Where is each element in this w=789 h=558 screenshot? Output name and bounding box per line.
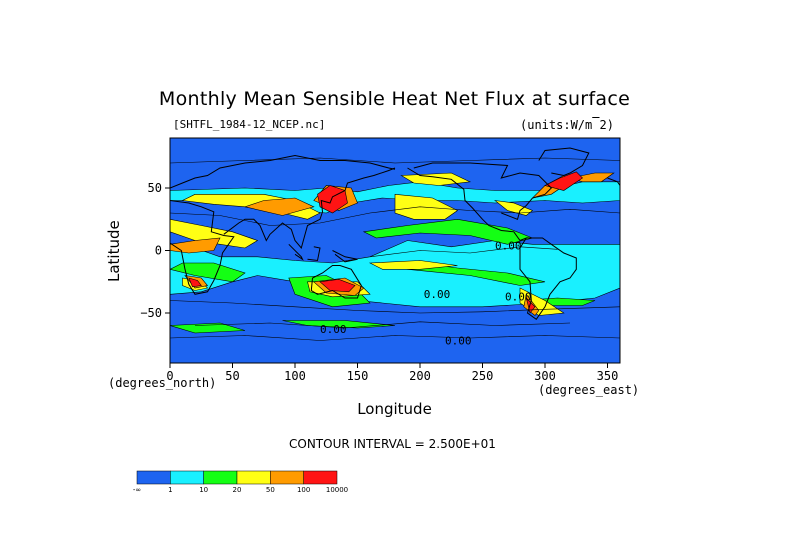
colorbar-swatch (236, 470, 271, 485)
contour-line (194, 321, 571, 329)
contour-line (170, 335, 620, 341)
contour-value-label: 0.00 (445, 334, 472, 347)
coastline (607, 177, 620, 186)
colorbar-bin-label: 50 (266, 486, 275, 494)
flux-region-level-3 (394, 193, 459, 220)
colorbar-bin-label: 10000 (326, 486, 348, 494)
colorbar-swatch (303, 470, 338, 485)
contour-value-label: 0.00 (495, 239, 522, 252)
contour-line (170, 300, 620, 314)
colorbar-bin-label: 10 (199, 486, 208, 494)
contour-interval-label: CONTOUR INTERVAL = 2.500E+01 (289, 437, 496, 451)
flux-region-level-5 (188, 277, 202, 288)
coastline (170, 154, 396, 189)
contour-value-label: 0.00 (424, 288, 451, 301)
colorbar-bin-label: -∞ (133, 486, 141, 494)
coastlines (170, 147, 620, 321)
coastline (332, 250, 358, 263)
colorbar-bin-label: 1 (168, 486, 172, 494)
flux-region-level-3 (400, 172, 472, 186)
x-tick-label: 0 (166, 369, 173, 383)
x-tick-label: 50 (225, 369, 239, 383)
colorbar-bin-label: 100 (297, 486, 310, 494)
flux-region-level-5 (544, 171, 583, 191)
coastline (310, 265, 362, 299)
flux-region-level-5 (319, 278, 356, 293)
y-tick-label: 0 (155, 244, 162, 258)
contour-value-label: 0.00 (505, 291, 532, 304)
colorbar-legend: -∞ 1 10 20 50 100 10000 (133, 470, 348, 494)
x-tick-label: 350 (597, 369, 619, 383)
y-axis-label: Latitude (105, 220, 123, 282)
flux-region-level-4 (170, 237, 221, 254)
y-tick-label: 50 (148, 181, 162, 195)
coastline (538, 147, 590, 177)
flux-region-level-2 (170, 262, 246, 283)
contour-line (369, 246, 558, 258)
x-axis-label: Longitude (357, 400, 432, 418)
axis-ticks: 0 50 100 150 200 250 300 350 50 0 −50 (140, 181, 618, 383)
colorbar-swatch (170, 470, 204, 485)
coastline (170, 200, 235, 295)
x-tick-label: 300 (534, 369, 556, 383)
x-unit-label: (degrees_east) (538, 383, 640, 397)
flux-region-level-3 (493, 200, 534, 216)
coastline (288, 243, 304, 261)
contour-line (170, 206, 620, 226)
x-tick-label: 250 (472, 369, 494, 383)
coastline (223, 167, 396, 250)
flux-region-level-2 (170, 322, 246, 334)
chart-title: Monthly Mean Sensible Heat Net Flux at s… (158, 88, 631, 110)
y-tick-label: −50 (140, 306, 162, 320)
coastline (413, 162, 553, 220)
dataset-file-label: [SHTFL_1984-12_NCEP.nc] (173, 118, 326, 131)
x-tick-label: 100 (284, 369, 306, 383)
x-tick-label: 150 (347, 369, 369, 383)
flux-region-level-3 (368, 260, 458, 270)
x-tick-label: 200 (409, 369, 431, 383)
colorbar-swatch (270, 470, 304, 485)
colorbar-swatch (136, 470, 171, 485)
flux-region-level-4 (569, 172, 615, 183)
flux-region-level-1 (170, 240, 620, 308)
colorbar-swatch (203, 470, 238, 485)
filled-contours (170, 138, 620, 363)
units-label: (units:W/m 2) (520, 118, 614, 132)
y-unit-label: (degrees_north) (108, 376, 217, 390)
flux-region-level-4 (243, 197, 315, 216)
contour-lines (170, 157, 620, 341)
colorbar-bin-label: 20 (233, 486, 242, 494)
flux-region-level-2 (362, 218, 534, 245)
contour-line (170, 157, 620, 164)
coastline (407, 167, 577, 321)
coastline (307, 246, 321, 262)
contour-labels: 0.00 0.00 0.00 0.00 0.00 (320, 239, 532, 347)
contour-value-label: 0.00 (320, 323, 347, 336)
